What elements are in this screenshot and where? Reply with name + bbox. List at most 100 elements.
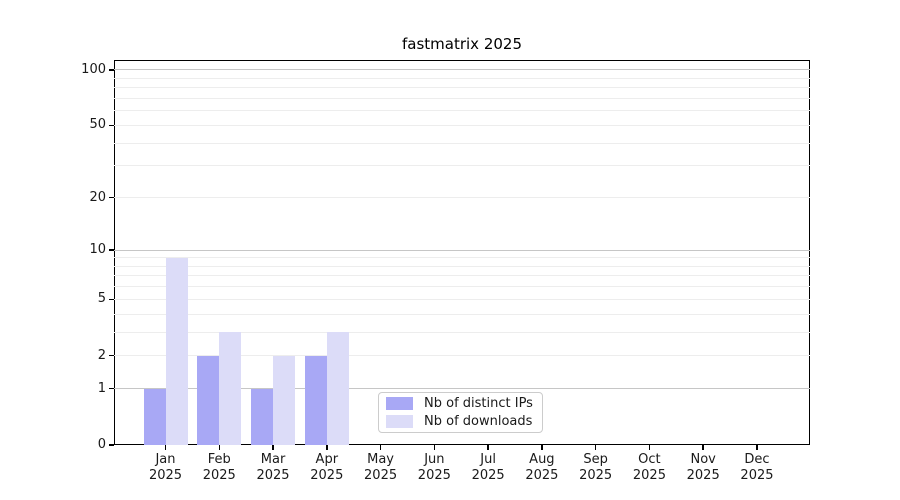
y-tick-label: 2 <box>97 347 106 363</box>
x-tick <box>756 445 758 450</box>
x-tick <box>164 445 167 450</box>
x-tick-year: 2025 <box>202 468 236 483</box>
x-tick-label: Apr 2025 <box>287 452 367 484</box>
y-tick-label: 5 <box>97 291 106 307</box>
x-tick-year: 2025 <box>148 468 183 483</box>
gridline-minor <box>114 265 810 267</box>
bar-jan-1 <box>165 257 188 445</box>
gridline-major <box>114 388 810 390</box>
y-tick <box>109 444 114 446</box>
x-tick-year: 2025 <box>686 468 720 483</box>
gridline-minor <box>114 286 810 288</box>
gridline-minor <box>114 313 810 315</box>
legend-swatch-1 <box>386 415 413 428</box>
x-tick-label: Jan 2025 <box>126 452 206 484</box>
gridline-minor <box>114 77 810 79</box>
x-tick-year: 2025 <box>632 468 666 483</box>
gridline-minor <box>114 87 810 89</box>
x-tick <box>541 445 543 450</box>
bar-feb-1 <box>219 332 242 445</box>
legend-row-1: Nb of downloads <box>386 414 542 429</box>
x-tick-label: Jul 2025 <box>448 452 528 484</box>
gridline-minor <box>114 355 810 357</box>
bar-jan-0 <box>143 388 166 445</box>
gridline-major <box>114 249 810 251</box>
x-tick-year: 2025 <box>740 468 774 483</box>
legend-label-0: Nb of distinct IPs <box>424 396 533 411</box>
bar-apr-1 <box>326 332 349 445</box>
x-tick <box>326 445 328 450</box>
x-tick-month: Apr <box>315 452 339 467</box>
x-tick-month: Oct <box>638 452 661 467</box>
y-tick <box>109 387 114 390</box>
y-tick <box>109 196 114 199</box>
x-tick-month: Nov <box>690 452 716 467</box>
x-tick-month: Feb <box>207 452 231 467</box>
gridline-major <box>114 69 810 71</box>
chart-title: fastmatrix 2025 <box>401 35 522 53</box>
y-tick-label: 0 <box>97 437 106 452</box>
x-tick-label: Sep 2025 <box>556 452 636 484</box>
x-tick-label: Feb 2025 <box>179 452 259 484</box>
x-tick-label: Jun 2025 <box>394 452 474 484</box>
legend-label-1: Nb of downloads <box>424 414 533 429</box>
x-tick-month: May <box>367 452 395 467</box>
gridline-minor <box>114 275 810 277</box>
gridline-minor <box>114 165 810 167</box>
y-tick <box>109 124 114 127</box>
y-tick-label: 100 <box>81 61 106 77</box>
gridline-minor <box>114 110 810 112</box>
legend-row-0: Nb of distinct IPs <box>386 396 542 411</box>
x-tick-label: May 2025 <box>341 452 421 484</box>
gridline-minor <box>114 298 810 300</box>
y-tick <box>109 69 114 71</box>
x-tick-month: Jul <box>480 452 496 467</box>
x-tick-year: 2025 <box>364 468 398 483</box>
y-tick <box>109 249 114 251</box>
bar-mar-1 <box>273 355 296 445</box>
y-tick-label: 50 <box>89 117 106 133</box>
y-tick <box>109 298 114 301</box>
x-tick <box>272 445 274 450</box>
gridline-minor <box>114 97 810 99</box>
x-tick-label: Mar 2025 <box>233 452 313 484</box>
bar-feb-0 <box>197 355 220 445</box>
legend-swatch-0 <box>386 397 413 410</box>
x-tick-month: Mar <box>260 452 286 467</box>
gridline-minor <box>114 142 810 144</box>
x-tick <box>218 445 221 450</box>
x-tick <box>487 445 489 450</box>
x-tick-year: 2025 <box>417 468 451 483</box>
gridline-minor <box>114 124 810 126</box>
x-tick <box>702 445 704 450</box>
x-tick <box>594 445 597 450</box>
y-tick-label: 20 <box>89 189 106 205</box>
x-tick-year: 2025 <box>310 468 344 483</box>
y-tick-label: 10 <box>89 242 106 258</box>
x-tick-month: Dec <box>744 452 770 467</box>
bar-mar-0 <box>251 388 274 445</box>
x-tick-year: 2025 <box>256 468 290 483</box>
x-tick-year: 2025 <box>579 468 613 483</box>
x-tick-year: 2025 <box>471 468 505 483</box>
gridline-minor <box>114 257 810 259</box>
x-tick-label: Nov 2025 <box>663 452 743 484</box>
x-tick-month: Sep <box>583 452 608 467</box>
x-tick-label: Dec 2025 <box>717 452 797 484</box>
x-tick <box>433 445 436 450</box>
x-tick-label: Oct 2025 <box>609 452 689 484</box>
gridline-minor <box>114 331 810 333</box>
bar-apr-0 <box>304 355 327 445</box>
x-tick-label: Aug 2025 <box>502 452 582 484</box>
x-tick-month: Jan <box>155 452 176 467</box>
y-tick-label: 1 <box>97 380 106 396</box>
x-tick <box>648 445 651 450</box>
x-tick <box>379 445 382 450</box>
x-tick-month: Jun <box>424 452 445 467</box>
gridline-minor <box>114 197 810 198</box>
x-tick-month: Aug <box>529 452 555 467</box>
x-tick-year: 2025 <box>525 468 559 483</box>
legend: Nb of distinct IPs Nb of downloads <box>378 392 543 433</box>
y-tick <box>109 354 114 357</box>
